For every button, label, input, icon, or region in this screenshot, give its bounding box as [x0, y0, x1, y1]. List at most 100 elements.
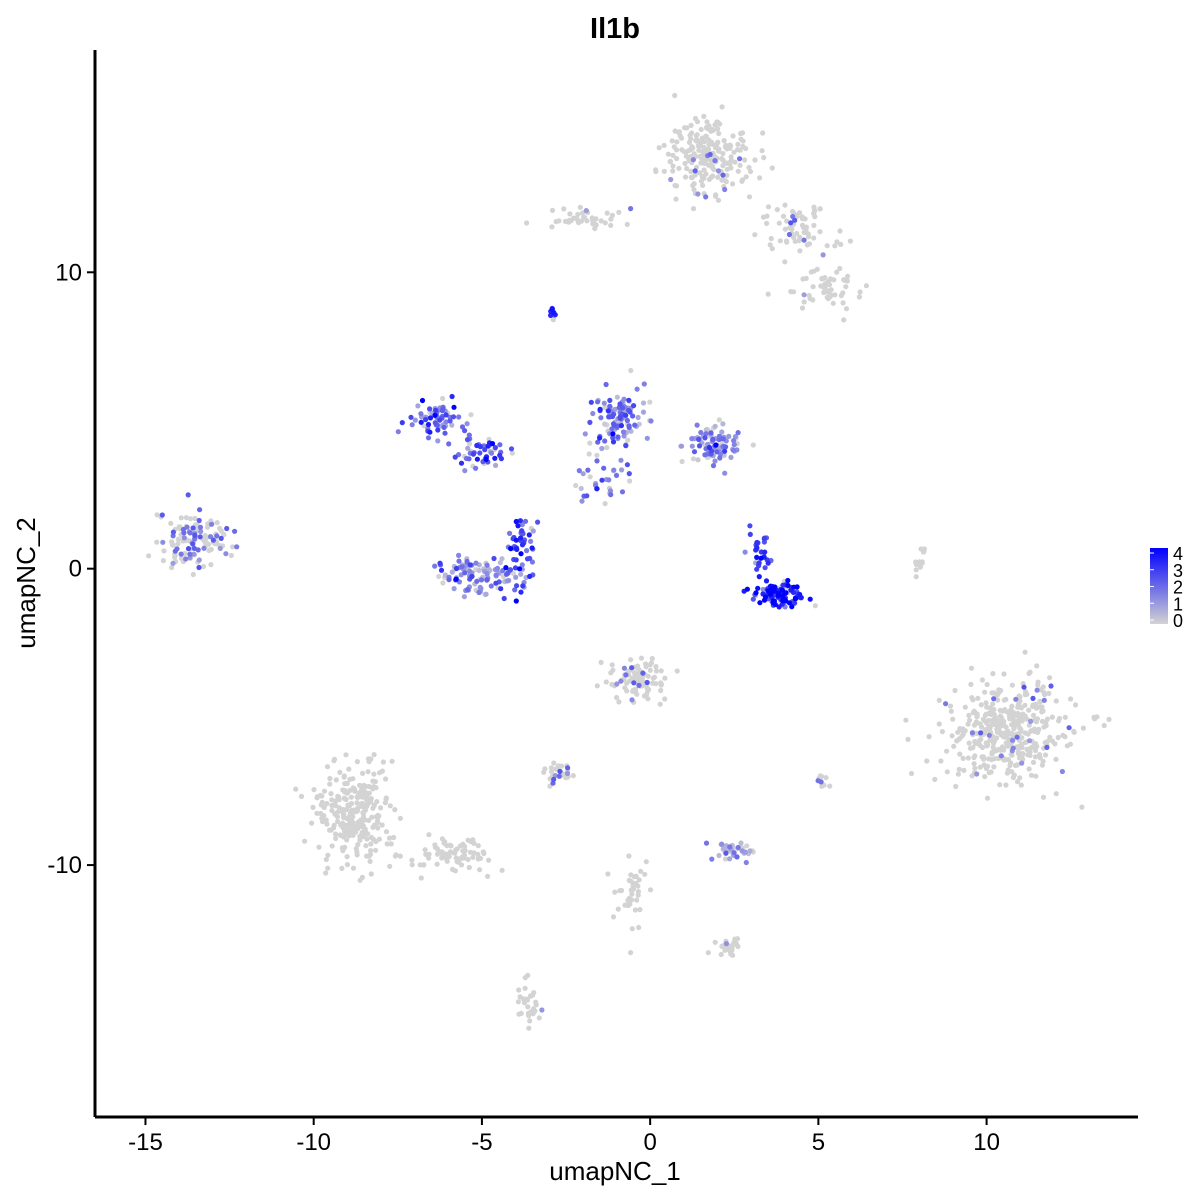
cell-point — [432, 412, 438, 418]
cell-point — [339, 865, 345, 872]
cell-point — [746, 164, 752, 171]
cell-point — [444, 858, 450, 864]
cell-point — [629, 926, 635, 932]
cell-point — [633, 686, 639, 693]
cell-point — [960, 755, 966, 762]
chart-title: Il1b — [590, 13, 640, 45]
cell-point — [623, 672, 629, 678]
cell-point — [333, 835, 339, 842]
cell-point — [631, 403, 637, 409]
cell-point — [913, 561, 919, 568]
cell-point — [341, 834, 347, 840]
cell-point — [739, 178, 745, 184]
cell-point — [362, 830, 368, 836]
cell-point — [208, 534, 214, 540]
cell-point — [801, 292, 807, 298]
cell-point — [354, 800, 360, 806]
cell-point — [1002, 757, 1008, 763]
x-axis-label: umapNC_1 — [549, 1156, 681, 1186]
cell-point — [978, 730, 984, 736]
cell-point — [690, 145, 696, 151]
cell-point — [319, 818, 326, 825]
cell-point — [367, 858, 373, 865]
cell-point — [722, 144, 729, 150]
cell-point — [383, 795, 389, 801]
cell-point — [594, 486, 600, 492]
cell-point — [619, 467, 625, 473]
cell-point — [730, 133, 736, 139]
cell-point — [599, 477, 605, 483]
cell-point — [374, 799, 380, 805]
cell-point — [962, 704, 968, 710]
cell-point — [701, 147, 707, 153]
cell-point — [1008, 760, 1014, 766]
cell-point — [697, 170, 703, 176]
cell-point — [331, 825, 337, 831]
cell-point — [368, 848, 374, 854]
cell-point — [461, 594, 467, 600]
cell-point — [641, 381, 647, 387]
cell-point — [628, 657, 634, 663]
cell-point — [811, 268, 817, 274]
cell-point — [701, 139, 708, 145]
cell-point — [653, 167, 659, 173]
cell-point — [761, 536, 767, 542]
cell-point — [415, 403, 421, 409]
cell-point — [769, 165, 775, 171]
cell-point — [978, 702, 984, 708]
cell-point — [1059, 768, 1065, 775]
cell-point — [539, 1007, 545, 1013]
cell-point — [624, 221, 630, 227]
cell-point — [1027, 752, 1033, 759]
cell-point — [971, 754, 977, 761]
cell-point — [474, 442, 480, 449]
cell-point — [602, 220, 608, 226]
cell-point — [409, 862, 415, 868]
cell-point — [990, 744, 996, 751]
x-tick-label: 10 — [973, 1129, 1000, 1156]
cell-point — [1072, 702, 1079, 708]
cell-point — [785, 577, 791, 584]
cell-point — [735, 844, 741, 851]
cell-point — [640, 409, 647, 415]
cell-point — [325, 865, 331, 871]
cell-point — [995, 697, 1001, 703]
cell-point — [368, 841, 374, 847]
cell-point — [208, 521, 215, 527]
cell-point — [1006, 731, 1012, 737]
cell-point — [474, 578, 480, 584]
cell-point — [183, 556, 189, 562]
cell-point — [702, 435, 708, 441]
cell-point — [765, 560, 771, 566]
cell-point — [711, 166, 717, 173]
cell-point — [355, 795, 361, 801]
cell-point — [549, 224, 555, 230]
cell-point — [452, 868, 458, 874]
cell-point — [344, 854, 350, 860]
cell-point — [512, 587, 518, 593]
cell-point — [347, 776, 353, 783]
cell-point — [1014, 734, 1020, 740]
cell-point — [834, 269, 840, 275]
cell-point — [580, 210, 586, 216]
cell-point — [961, 767, 967, 774]
cell-point — [518, 551, 524, 557]
cell-point — [724, 172, 730, 178]
cell-point — [522, 975, 528, 981]
cell-point — [485, 873, 491, 880]
cell-point — [988, 769, 994, 775]
cell-point — [738, 840, 744, 846]
cell-point — [491, 555, 497, 562]
cell-point — [590, 410, 596, 417]
cell-point — [565, 774, 571, 780]
cell-point — [688, 122, 694, 128]
cell-point — [722, 947, 728, 953]
cell-point — [712, 154, 718, 160]
cell-point — [181, 535, 187, 541]
cell-point — [728, 951, 734, 957]
cell-point — [807, 295, 813, 302]
cell-point — [805, 234, 812, 240]
cell-point — [520, 583, 526, 589]
cell-point — [169, 565, 175, 571]
cell-point — [708, 174, 715, 180]
